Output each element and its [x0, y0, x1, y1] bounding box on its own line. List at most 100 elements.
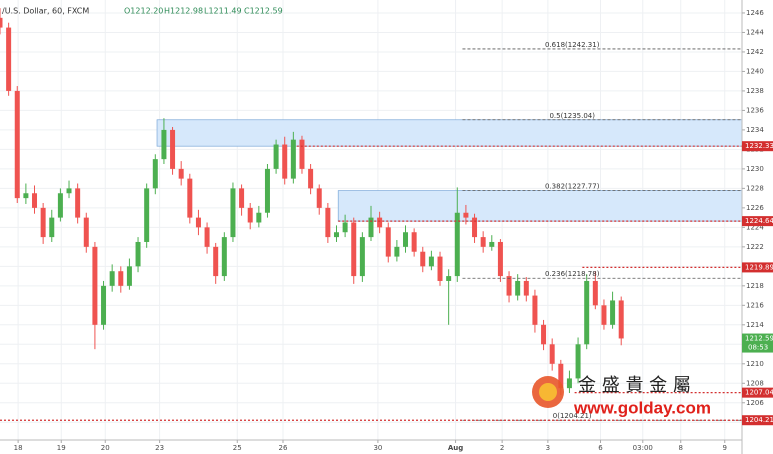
ohlc-readout: H1212.98 — [164, 7, 203, 16]
price-tag-label: 1212.59 — [745, 335, 773, 343]
candle-body — [178, 168, 184, 179]
candle-body — [428, 256, 434, 267]
candle-body — [92, 246, 98, 325]
y-tick-label: 1228 — [746, 184, 764, 192]
candle-body — [437, 256, 443, 281]
chart-title: /U.S. Dollar, 60, FXCM — [2, 7, 89, 16]
y-tick-label: 1210 — [746, 360, 764, 368]
x-tick-label: 8 — [679, 444, 683, 452]
candle-body — [523, 280, 529, 296]
candle-body — [472, 217, 478, 238]
x-tick-label: 2 — [500, 444, 504, 452]
candle-body — [195, 217, 201, 228]
candle-body — [480, 237, 486, 247]
candle-body — [446, 276, 452, 281]
level-tag-label: 1224.64 — [745, 217, 773, 225]
candle-body — [454, 212, 460, 277]
watermark-name: 金 盛 貴 金 屬 — [578, 375, 691, 396]
price-tag — [742, 333, 773, 353]
candle-body — [256, 212, 262, 223]
x-tick-label: 19 — [57, 444, 66, 452]
level-tag — [742, 387, 773, 398]
candle-body — [566, 378, 572, 389]
overlay-layer: 0.618(1242.31) 0.5(1235.04) 0.382(1227.77)… — [0, 41, 742, 421]
candle-body — [342, 222, 348, 233]
candle-body — [14, 90, 20, 199]
y-tick-label: 1206 — [746, 399, 764, 407]
candle-body — [118, 271, 124, 286]
x-tick-label: 6 — [598, 444, 603, 452]
x-tick-label: 9 — [723, 444, 727, 452]
fib-label: 0.618(1242.31) — [545, 41, 600, 49]
level-tag — [742, 262, 773, 273]
level-tag-label: 1219.89 — [745, 263, 773, 271]
candle-body — [230, 188, 236, 238]
level-tag — [742, 415, 773, 426]
level-tag — [742, 216, 773, 227]
zone-layer — [156, 119, 743, 222]
y-tick-label: 1218 — [746, 282, 764, 290]
candle-body — [515, 280, 521, 296]
candle-body — [549, 344, 555, 364]
candle-body — [221, 237, 227, 277]
candle-body — [170, 129, 176, 169]
candle-body — [83, 217, 89, 247]
watermark: 金 盛 貴 金 屬 www.golday.com — [532, 375, 711, 417]
candle-body — [592, 280, 598, 306]
candle-body — [264, 168, 270, 213]
y-tick-label: 1224 — [746, 223, 764, 231]
level-tag-label: 1204.21 — [745, 416, 773, 424]
level-tag-label: 1232.33 — [745, 142, 773, 150]
candle-body — [204, 227, 210, 247]
y-tick-label: 1234 — [746, 126, 764, 134]
candle-body — [0, 17, 3, 28]
candle-body — [23, 193, 29, 199]
candle-body — [316, 188, 322, 208]
candle-body — [351, 222, 357, 277]
countdown: 08:53 — [748, 344, 768, 352]
candle-body — [403, 232, 409, 247]
candle-body — [32, 193, 38, 208]
candle-body — [290, 139, 296, 179]
candle-body — [489, 241, 495, 247]
x-tick-label: 20 — [101, 444, 110, 452]
x-tick-label: 18 — [14, 444, 23, 452]
level-tag — [742, 141, 773, 152]
candle-body — [135, 241, 141, 267]
candle-body — [247, 207, 253, 223]
zone — [337, 190, 743, 222]
y-tick-label: 1246 — [746, 9, 764, 17]
candle-body — [532, 295, 538, 325]
y-tick-label: 1240 — [746, 67, 764, 75]
y-tick-label: 1214 — [746, 321, 764, 329]
candle-body — [420, 251, 426, 267]
candle-body — [299, 139, 305, 169]
candle-body — [213, 246, 219, 277]
x-tick-label: 26 — [279, 444, 288, 452]
watermark-url: www.golday.com — [573, 398, 711, 417]
candle-body — [187, 178, 193, 218]
x-tick-label: 25 — [233, 444, 242, 452]
fib-label: 0.382(1227.77) — [545, 183, 600, 191]
candle-body — [463, 212, 469, 218]
candle-body — [325, 207, 331, 238]
candle-body — [541, 324, 547, 345]
candle-body — [40, 207, 46, 238]
candle-body — [308, 168, 314, 189]
y-tick-label: 1236 — [746, 106, 764, 114]
candle-body — [575, 344, 581, 379]
candle-body — [333, 232, 339, 238]
x-tick-label: Aug — [448, 444, 463, 452]
candle-body — [610, 300, 616, 325]
candle-body — [411, 232, 417, 252]
candle-body — [506, 276, 512, 296]
candle-body — [6, 27, 12, 91]
fib-label: 0.236(1218.78) — [545, 270, 600, 278]
ohlc-readout: L1211.49 — [204, 7, 242, 16]
y-tick-label: 1230 — [746, 165, 764, 173]
candle-body — [57, 193, 63, 218]
candle-body — [66, 188, 72, 194]
x-tick-label: 23 — [155, 444, 164, 452]
